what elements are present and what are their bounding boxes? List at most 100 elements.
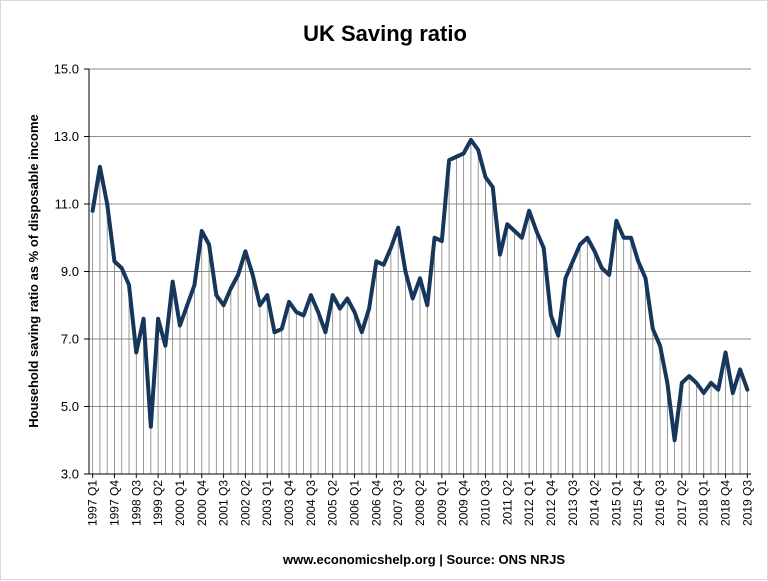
data-point xyxy=(207,243,211,246)
data-point xyxy=(709,381,713,385)
x-tick-label: 2014 Q2 xyxy=(588,480,602,526)
data-point xyxy=(513,229,517,233)
data-point xyxy=(724,351,728,354)
x-tick-label: 2004 Q3 xyxy=(304,480,318,526)
data-point xyxy=(222,303,226,307)
data-point xyxy=(585,236,589,240)
data-point xyxy=(258,303,262,307)
data-point xyxy=(542,246,546,250)
data-point xyxy=(345,297,349,300)
data-point xyxy=(498,253,502,257)
data-point xyxy=(229,286,233,290)
x-tick-label: 2015 Q4 xyxy=(631,480,645,526)
source-caption: www.economicshelp.org | Source: ONS NRJS xyxy=(282,552,565,567)
data-point xyxy=(251,273,255,277)
data-point xyxy=(483,175,487,179)
x-tick-label: 2007 Q3 xyxy=(391,480,405,526)
data-point xyxy=(476,148,480,152)
data-point xyxy=(243,249,247,253)
y-tick-label: 11.0 xyxy=(55,197,79,212)
x-tick-label: 2011 Q2 xyxy=(500,480,514,525)
data-point xyxy=(294,310,298,314)
data-point xyxy=(556,334,560,338)
data-point xyxy=(331,293,335,297)
data-point xyxy=(374,259,378,263)
data-point xyxy=(353,310,357,314)
x-tick-label: 2017 Q2 xyxy=(675,480,689,526)
data-point xyxy=(112,259,116,263)
x-tick-label: 2012 Q4 xyxy=(544,480,558,526)
data-point xyxy=(593,249,597,253)
x-tick-label: 1998 Q3 xyxy=(129,480,143,526)
data-point xyxy=(149,425,153,429)
y-tick-label: 13.0 xyxy=(54,129,79,144)
data-point xyxy=(673,438,677,442)
axes xyxy=(84,68,751,478)
gridlines xyxy=(89,68,751,407)
data-point xyxy=(287,300,291,304)
y-tick-label: 7.0 xyxy=(61,332,79,347)
data-point xyxy=(563,276,567,280)
data-point xyxy=(738,367,742,371)
x-tick-labels: 1997 Q1 1997 Q4 1998 Q3 1999 Q2 2000 Q1 2000 … xyxy=(86,480,755,526)
x-tick-label: 2006 Q1 xyxy=(348,480,362,526)
data-point xyxy=(171,280,175,284)
data-point xyxy=(236,273,240,277)
data-point xyxy=(665,381,669,385)
data-point xyxy=(651,327,655,331)
x-tick-label: 2002 Q2 xyxy=(238,480,252,526)
data-point xyxy=(636,259,640,263)
data-point xyxy=(382,263,386,267)
data-point xyxy=(702,391,706,395)
data-point xyxy=(127,283,131,287)
data-point xyxy=(644,276,648,280)
data-point xyxy=(418,276,422,280)
data-point xyxy=(571,259,575,263)
data-point xyxy=(505,222,509,226)
y-tick-label: 15.0 xyxy=(54,62,79,77)
y-tick-label: 5.0 xyxy=(61,399,79,414)
data-point xyxy=(265,293,269,297)
x-tick-label: 2013 Q3 xyxy=(566,480,580,526)
x-tick-label: 2009 Q4 xyxy=(457,480,471,526)
data-point xyxy=(745,388,749,392)
x-tick-label: 2010 Q3 xyxy=(478,480,492,526)
data-point xyxy=(178,324,182,327)
data-point xyxy=(105,202,109,206)
x-tick-label: 2018 Q1 xyxy=(697,480,711,526)
data-point xyxy=(731,391,735,395)
x-tick-label: 1997 Q1 xyxy=(86,480,100,526)
data-point xyxy=(389,246,393,250)
x-tick-label: 2005 Q2 xyxy=(326,480,340,526)
data-point xyxy=(578,243,582,246)
x-tick-label: 2019 Q3 xyxy=(740,480,754,526)
data-point xyxy=(192,283,196,287)
data-point xyxy=(614,219,618,223)
series-saving-ratio xyxy=(90,137,750,443)
chart-title: UK Saving ratio xyxy=(303,21,467,46)
data-point xyxy=(549,313,553,317)
data-point xyxy=(527,209,531,213)
x-tick-label: 2008 Q2 xyxy=(413,480,427,526)
data-point xyxy=(338,307,342,311)
x-tick-label: 2000 Q1 xyxy=(173,480,187,526)
x-tick-label: 2018 Q4 xyxy=(719,480,733,526)
data-point xyxy=(367,307,371,311)
x-tick-label: 2012 Q1 xyxy=(522,480,536,526)
data-point xyxy=(658,344,662,348)
data-point xyxy=(134,351,138,354)
x-tick-label: 2003 Q1 xyxy=(260,480,274,526)
x-tick-label: 2001 Q3 xyxy=(217,480,231,526)
data-point xyxy=(316,310,320,314)
data-point xyxy=(200,229,204,233)
data-point xyxy=(629,236,633,240)
data-point xyxy=(163,344,167,348)
data-point xyxy=(280,327,284,331)
x-tick-label: 2000 Q4 xyxy=(195,480,209,526)
data-point xyxy=(396,226,400,230)
y-tick-label: 9.0 xyxy=(61,264,79,279)
data-point xyxy=(302,313,306,317)
x-tick-label: 2016 Q3 xyxy=(653,480,667,526)
data-point xyxy=(142,317,146,321)
y-tick-labels: 3.0 5.0 7.0 9.0 11.0 13.0 15.0 xyxy=(54,62,79,482)
